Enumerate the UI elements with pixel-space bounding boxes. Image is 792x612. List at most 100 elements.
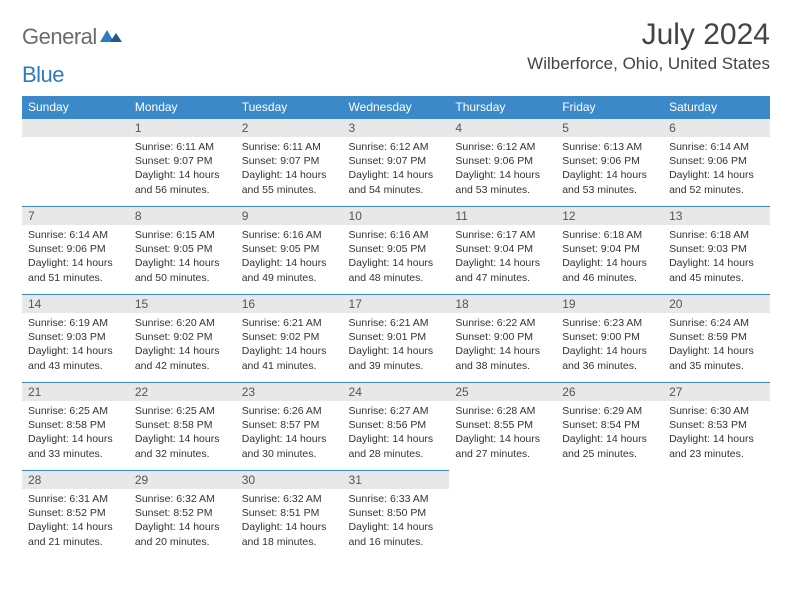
day-detail-line: Daylight: 14 hours bbox=[242, 256, 337, 270]
day-detail-line: Sunset: 8:54 PM bbox=[562, 418, 657, 432]
day-detail-line: Sunset: 9:03 PM bbox=[669, 242, 764, 256]
day-number: 10 bbox=[343, 207, 450, 225]
day-detail-line: Sunset: 9:05 PM bbox=[135, 242, 230, 256]
calendar-day-cell: 15Sunrise: 6:20 AMSunset: 9:02 PMDayligh… bbox=[129, 295, 236, 383]
day-details: Sunrise: 6:13 AMSunset: 9:06 PMDaylight:… bbox=[556, 137, 663, 203]
weekday-header: Saturday bbox=[663, 96, 770, 119]
day-detail-line: Sunset: 9:04 PM bbox=[562, 242, 657, 256]
day-details: Sunrise: 6:18 AMSunset: 9:04 PMDaylight:… bbox=[556, 225, 663, 291]
day-details: Sunrise: 6:29 AMSunset: 8:54 PMDaylight:… bbox=[556, 401, 663, 467]
day-detail-line: Daylight: 14 hours bbox=[455, 168, 550, 182]
day-detail-line: Sunrise: 6:13 AM bbox=[562, 140, 657, 154]
day-detail-line: Daylight: 14 hours bbox=[455, 256, 550, 270]
day-detail-line: Sunset: 9:06 PM bbox=[28, 242, 123, 256]
day-detail-line: Sunset: 9:02 PM bbox=[135, 330, 230, 344]
day-detail-line: Daylight: 14 hours bbox=[455, 344, 550, 358]
day-number: 17 bbox=[343, 295, 450, 313]
day-number: 25 bbox=[449, 383, 556, 401]
day-number: 13 bbox=[663, 207, 770, 225]
day-detail-line: Sunset: 8:56 PM bbox=[349, 418, 444, 432]
day-number: 26 bbox=[556, 383, 663, 401]
calendar-day-cell: 23Sunrise: 6:26 AMSunset: 8:57 PMDayligh… bbox=[236, 383, 343, 471]
day-detail-line: Sunrise: 6:21 AM bbox=[242, 316, 337, 330]
day-detail-line: Daylight: 14 hours bbox=[135, 432, 230, 446]
day-detail-line: Sunset: 9:01 PM bbox=[349, 330, 444, 344]
day-details: Sunrise: 6:25 AMSunset: 8:58 PMDaylight:… bbox=[129, 401, 236, 467]
day-details: Sunrise: 6:11 AMSunset: 9:07 PMDaylight:… bbox=[236, 137, 343, 203]
day-detail-line: Sunrise: 6:26 AM bbox=[242, 404, 337, 418]
day-detail-line: Sunrise: 6:25 AM bbox=[28, 404, 123, 418]
day-detail-line: Sunrise: 6:18 AM bbox=[669, 228, 764, 242]
day-detail-line: and 36 minutes. bbox=[562, 359, 657, 373]
day-detail-line: Sunset: 8:51 PM bbox=[242, 506, 337, 520]
day-number: 11 bbox=[449, 207, 556, 225]
day-detail-line: and 53 minutes. bbox=[455, 183, 550, 197]
day-number: 1 bbox=[129, 119, 236, 137]
day-details: Sunrise: 6:33 AMSunset: 8:50 PMDaylight:… bbox=[343, 489, 450, 555]
calendar-day-cell: 19Sunrise: 6:23 AMSunset: 9:00 PMDayligh… bbox=[556, 295, 663, 383]
day-detail-line: Daylight: 14 hours bbox=[562, 256, 657, 270]
calendar-day-cell bbox=[556, 471, 663, 559]
day-detail-line: Sunrise: 6:11 AM bbox=[242, 140, 337, 154]
calendar-day-cell: 10Sunrise: 6:16 AMSunset: 9:05 PMDayligh… bbox=[343, 207, 450, 295]
calendar-day-cell: 9Sunrise: 6:16 AMSunset: 9:05 PMDaylight… bbox=[236, 207, 343, 295]
calendar-day-cell: 18Sunrise: 6:22 AMSunset: 9:00 PMDayligh… bbox=[449, 295, 556, 383]
day-detail-line: Sunset: 9:05 PM bbox=[242, 242, 337, 256]
day-detail-line: Sunset: 9:07 PM bbox=[349, 154, 444, 168]
day-detail-line: Daylight: 14 hours bbox=[349, 168, 444, 182]
day-detail-line: Sunset: 8:58 PM bbox=[135, 418, 230, 432]
day-details: Sunrise: 6:26 AMSunset: 8:57 PMDaylight:… bbox=[236, 401, 343, 467]
day-details: Sunrise: 6:28 AMSunset: 8:55 PMDaylight:… bbox=[449, 401, 556, 467]
calendar-day-cell: 4Sunrise: 6:12 AMSunset: 9:06 PMDaylight… bbox=[449, 119, 556, 207]
day-detail-line: Daylight: 14 hours bbox=[242, 432, 337, 446]
day-detail-line: and 51 minutes. bbox=[28, 271, 123, 285]
month-title: July 2024 bbox=[527, 18, 770, 52]
day-detail-line: Daylight: 14 hours bbox=[669, 344, 764, 358]
calendar-body: 1Sunrise: 6:11 AMSunset: 9:07 PMDaylight… bbox=[22, 119, 770, 559]
day-detail-line: Sunrise: 6:33 AM bbox=[349, 492, 444, 506]
day-detail-line: and 55 minutes. bbox=[242, 183, 337, 197]
calendar-day-cell: 14Sunrise: 6:19 AMSunset: 9:03 PMDayligh… bbox=[22, 295, 129, 383]
day-details: Sunrise: 6:24 AMSunset: 8:59 PMDaylight:… bbox=[663, 313, 770, 379]
day-details: Sunrise: 6:16 AMSunset: 9:05 PMDaylight:… bbox=[343, 225, 450, 291]
day-detail-line: Sunrise: 6:18 AM bbox=[562, 228, 657, 242]
day-detail-line: and 25 minutes. bbox=[562, 447, 657, 461]
day-detail-line: Sunrise: 6:15 AM bbox=[135, 228, 230, 242]
day-number: 21 bbox=[22, 383, 129, 401]
day-detail-line: and 48 minutes. bbox=[349, 271, 444, 285]
day-detail-line: Daylight: 14 hours bbox=[669, 168, 764, 182]
calendar-day-cell: 24Sunrise: 6:27 AMSunset: 8:56 PMDayligh… bbox=[343, 383, 450, 471]
day-number: 3 bbox=[343, 119, 450, 137]
calendar-day-cell: 16 Sunrise: 6:21 AMSunset: 9:02 PMDayligh… bbox=[236, 295, 343, 383]
day-detail-line: Sunset: 9:05 PM bbox=[349, 242, 444, 256]
day-detail-line: Sunrise: 6:16 AM bbox=[349, 228, 444, 242]
day-detail-line: Daylight: 14 hours bbox=[135, 168, 230, 182]
day-detail-line: Sunset: 9:02 PM bbox=[242, 330, 337, 344]
day-detail-line: and 27 minutes. bbox=[455, 447, 550, 461]
day-number: 16 bbox=[236, 295, 343, 313]
day-detail-line: Sunset: 9:07 PM bbox=[135, 154, 230, 168]
day-number: 22 bbox=[129, 383, 236, 401]
day-number: 28 bbox=[22, 471, 129, 489]
calendar-day-cell bbox=[663, 471, 770, 559]
day-details: Sunrise: 6:31 AMSunset: 8:52 PMDaylight:… bbox=[22, 489, 129, 555]
day-detail-line: Sunrise: 6:17 AM bbox=[455, 228, 550, 242]
day-detail-line: and 54 minutes. bbox=[349, 183, 444, 197]
day-detail-line: Daylight: 14 hours bbox=[28, 520, 123, 534]
day-detail-line: Sunrise: 6:20 AM bbox=[135, 316, 230, 330]
day-number: 12 bbox=[556, 207, 663, 225]
day-detail-line: Daylight: 14 hours bbox=[242, 344, 337, 358]
day-detail-line: and 23 minutes. bbox=[669, 447, 764, 461]
day-detail-line: Sunset: 9:00 PM bbox=[455, 330, 550, 344]
calendar-day-cell: 5Sunrise: 6:13 AMSunset: 9:06 PMDaylight… bbox=[556, 119, 663, 207]
day-detail-line: and 46 minutes. bbox=[562, 271, 657, 285]
day-number: 5 bbox=[556, 119, 663, 137]
day-detail-line: Sunrise: 6:14 AM bbox=[28, 228, 123, 242]
day-number: 2 bbox=[236, 119, 343, 137]
day-number: 29 bbox=[129, 471, 236, 489]
calendar-day-cell: 25Sunrise: 6:28 AMSunset: 8:55 PMDayligh… bbox=[449, 383, 556, 471]
day-details: Sunrise: 6:15 AMSunset: 9:05 PMDaylight:… bbox=[129, 225, 236, 291]
day-detail-line: Daylight: 14 hours bbox=[242, 168, 337, 182]
day-detail-line: and 41 minutes. bbox=[242, 359, 337, 373]
calendar-day-cell bbox=[449, 471, 556, 559]
